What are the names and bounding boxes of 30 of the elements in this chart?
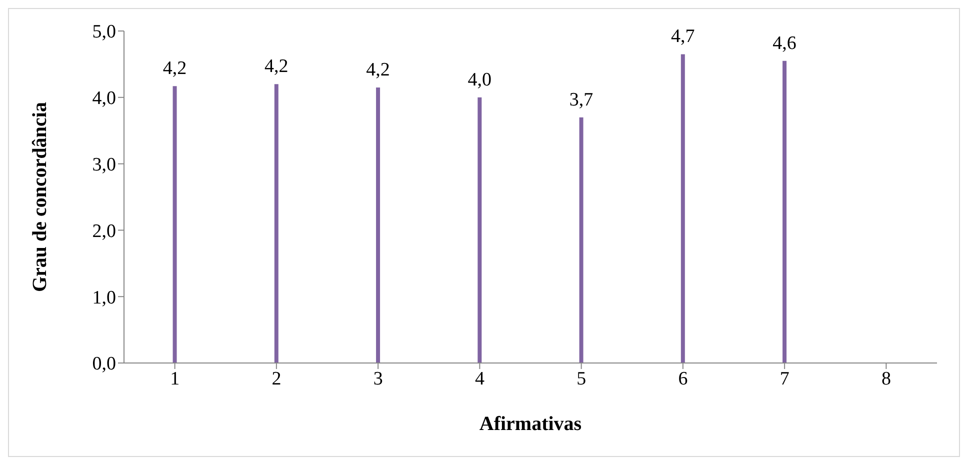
bar [579, 117, 584, 363]
data-label: 4,2 [162, 58, 187, 80]
data-label: 4,2 [366, 59, 390, 80]
bar [680, 54, 685, 363]
y-tick-label: 2,0 [92, 220, 116, 242]
x-tick-label: 3 [373, 368, 383, 390]
x-tick-label: 7 [780, 368, 790, 390]
x-tick-label: 4 [474, 368, 485, 390]
data-label: 4,0 [468, 69, 492, 90]
data-label: 4,7 [671, 26, 695, 48]
y-tick-label: 0,0 [92, 354, 116, 375]
x-tick-label: 5 [576, 368, 586, 390]
x-tick-label: 1 [170, 368, 180, 390]
x-tick-label: 6 [678, 368, 688, 390]
x-tick-label: 8 [881, 368, 891, 390]
x-tick-label: 2 [272, 368, 282, 390]
y-tick-label: 3,0 [92, 154, 116, 176]
x-axis-title: Afirmativas [479, 413, 582, 435]
y-tick-label: 5,0 [92, 22, 116, 43]
data-label: 4,6 [772, 32, 796, 54]
bar [782, 60, 787, 363]
data-label: 4,2 [264, 56, 288, 78]
data-label: 3,7 [569, 89, 594, 110]
y-tick-label: 4,0 [92, 88, 116, 110]
y-tick-label: 1,0 [92, 287, 116, 308]
y-axis-title: Grau de concordância [29, 102, 52, 292]
bar [478, 97, 482, 363]
bar [376, 87, 380, 363]
bar [274, 84, 278, 363]
bar [172, 86, 177, 363]
